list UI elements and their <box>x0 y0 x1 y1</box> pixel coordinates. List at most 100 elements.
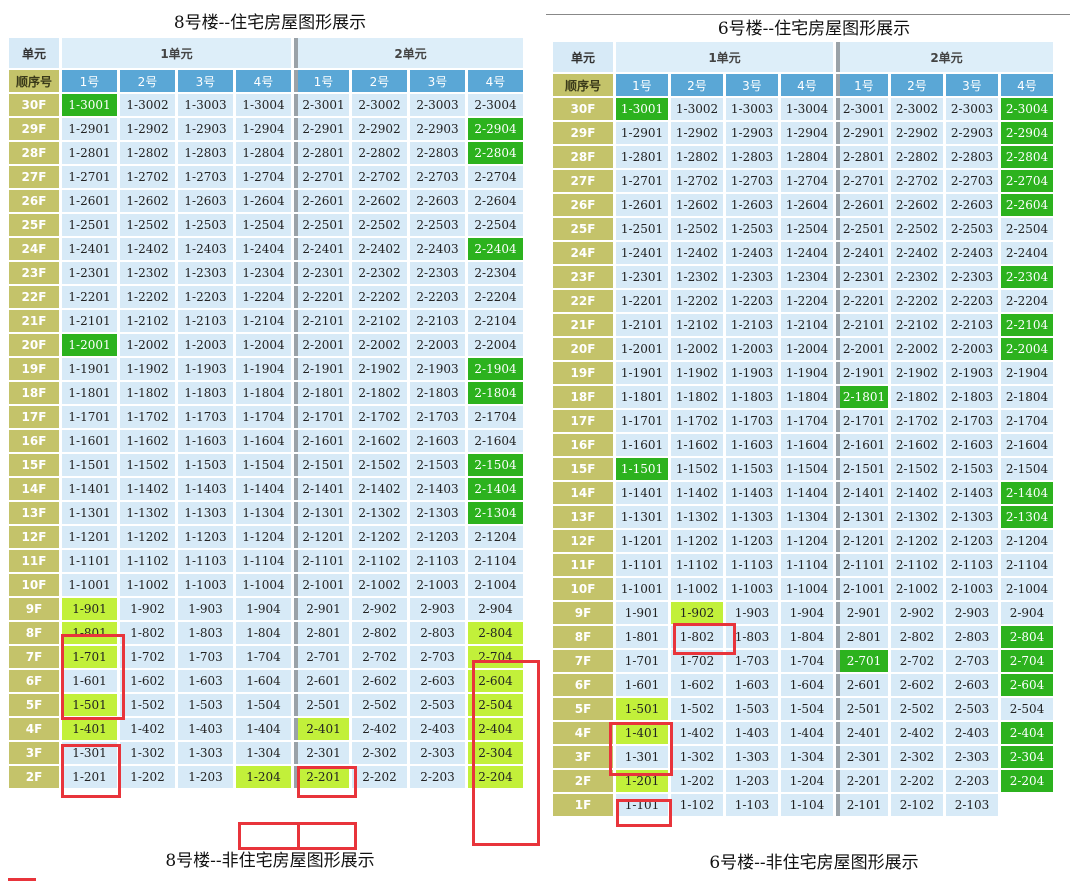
room-cell[interactable]: 2-303 <box>946 746 998 768</box>
room-cell[interactable]: 2-2501 <box>836 218 888 240</box>
room-cell[interactable]: 1-1803 <box>178 382 233 404</box>
room-cell[interactable]: 2-1701 <box>836 410 888 432</box>
room-cell[interactable]: 1-1302 <box>120 502 175 524</box>
room-cell[interactable]: 1-1901 <box>616 362 668 384</box>
room-cell[interactable]: 1-601 <box>616 674 668 696</box>
room-cell[interactable]: 2-1502 <box>352 454 407 476</box>
room-cell[interactable]: 2-1601 <box>294 430 349 452</box>
room-cell[interactable]: 2-1503 <box>946 458 998 480</box>
room-cell[interactable]: 1-2802 <box>120 142 175 164</box>
room-cell[interactable]: 1-2401 <box>62 238 117 260</box>
room-cell[interactable]: 2-2404 <box>468 238 523 260</box>
room-cell[interactable]: 1-203 <box>178 766 233 788</box>
room-cell[interactable]: 2-1402 <box>352 478 407 500</box>
room-cell[interactable]: 1-2003 <box>178 334 233 356</box>
room-cell[interactable]: 1-1404 <box>781 482 833 504</box>
room-cell[interactable]: 1-304 <box>781 746 833 768</box>
room-cell[interactable]: 1-1301 <box>62 502 117 524</box>
room-cell[interactable]: 1-2801 <box>62 142 117 164</box>
room-cell[interactable]: 2-1404 <box>468 478 523 500</box>
room-cell[interactable]: 1-2802 <box>671 146 723 168</box>
room-cell[interactable]: 2-1804 <box>1001 386 1053 408</box>
room-cell[interactable]: 1-1602 <box>120 430 175 452</box>
room-cell[interactable]: 2-1204 <box>468 526 523 548</box>
room-cell[interactable]: 1-1102 <box>120 550 175 572</box>
room-cell[interactable]: 1-1904 <box>781 362 833 384</box>
room-cell[interactable]: 1-1801 <box>616 386 668 408</box>
room-cell[interactable]: 1-804 <box>236 622 291 644</box>
room-cell[interactable]: 1-1502 <box>671 458 723 480</box>
room-cell[interactable]: 1-2301 <box>616 266 668 288</box>
room-cell[interactable]: 2-204 <box>468 766 523 788</box>
room-cell[interactable]: 2-2101 <box>294 310 349 332</box>
room-cell[interactable]: 2-2802 <box>352 142 407 164</box>
room-cell[interactable]: 1-2302 <box>671 266 723 288</box>
room-cell[interactable]: 2-901 <box>294 598 349 620</box>
room-cell[interactable]: 2-101 <box>836 794 888 816</box>
room-cell[interactable]: 2-103 <box>946 794 998 816</box>
room-cell[interactable]: 1-2001 <box>62 334 117 356</box>
room-cell[interactable]: 1-1202 <box>671 530 723 552</box>
room-cell[interactable]: 1-902 <box>671 602 723 624</box>
room-cell[interactable]: 1-1504 <box>781 458 833 480</box>
room-cell[interactable]: 1-2004 <box>236 334 291 356</box>
room-cell[interactable]: 1-2203 <box>178 286 233 308</box>
room-cell[interactable]: 2-703 <box>946 650 998 672</box>
room-cell[interactable]: 1-302 <box>671 746 723 768</box>
room-cell[interactable]: 2-1104 <box>468 550 523 572</box>
room-cell[interactable]: 1-701 <box>616 650 668 672</box>
room-cell[interactable]: 2-1103 <box>946 554 998 576</box>
room-cell[interactable]: 2-801 <box>294 622 349 644</box>
room-cell[interactable]: 1-2904 <box>236 118 291 140</box>
room-cell[interactable]: 2-2002 <box>891 338 943 360</box>
room-cell[interactable]: 2-1801 <box>294 382 349 404</box>
room-cell[interactable]: 1-1502 <box>120 454 175 476</box>
room-cell[interactable]: 2-1201 <box>836 530 888 552</box>
room-cell[interactable]: 2-2604 <box>468 190 523 212</box>
room-cell[interactable]: 1-904 <box>781 602 833 624</box>
room-cell[interactable]: 1-703 <box>726 650 778 672</box>
room-cell[interactable]: 1-2103 <box>178 310 233 332</box>
room-cell[interactable]: 2-203 <box>946 770 998 792</box>
room-cell[interactable]: 2-2504 <box>1001 218 1053 240</box>
room-cell[interactable]: 1-803 <box>726 626 778 648</box>
room-cell[interactable]: 1-1001 <box>62 574 117 596</box>
room-cell[interactable]: 1-3001 <box>62 94 117 116</box>
room-cell[interactable]: 2-3004 <box>468 94 523 116</box>
room-cell[interactable]: 2-402 <box>352 718 407 740</box>
room-cell[interactable]: 1-1002 <box>120 574 175 596</box>
room-cell[interactable]: 2-302 <box>352 742 407 764</box>
room-cell[interactable]: 1-1404 <box>236 478 291 500</box>
room-cell[interactable]: 1-604 <box>781 674 833 696</box>
room-cell[interactable]: 2-201 <box>294 766 349 788</box>
room-cell[interactable]: 2-1001 <box>836 578 888 600</box>
room-cell[interactable]: 2-2103 <box>410 310 465 332</box>
room-cell[interactable]: 1-1103 <box>726 554 778 576</box>
room-cell[interactable]: 1-2204 <box>236 286 291 308</box>
room-cell[interactable]: 1-401 <box>62 718 117 740</box>
room-cell[interactable]: 2-1302 <box>352 502 407 524</box>
room-cell[interactable]: 2-202 <box>891 770 943 792</box>
room-cell[interactable]: 1-2803 <box>178 142 233 164</box>
room-cell[interactable]: 1-2404 <box>781 242 833 264</box>
room-cell[interactable]: 1-1002 <box>671 578 723 600</box>
room-cell[interactable]: 1-1601 <box>62 430 117 452</box>
room-cell[interactable]: 1-2501 <box>616 218 668 240</box>
room-cell[interactable]: 1-1303 <box>726 506 778 528</box>
room-cell[interactable]: 1-1303 <box>178 502 233 524</box>
room-cell[interactable]: 1-903 <box>178 598 233 620</box>
room-cell[interactable]: 1-704 <box>781 650 833 672</box>
room-cell[interactable]: 1-1802 <box>120 382 175 404</box>
room-cell[interactable]: 2-1903 <box>946 362 998 384</box>
room-cell[interactable]: 1-1003 <box>178 574 233 596</box>
room-cell[interactable]: 2-2503 <box>410 214 465 236</box>
room-cell[interactable]: 2-1602 <box>891 434 943 456</box>
room-cell[interactable]: 2-604 <box>1001 674 1053 696</box>
room-cell[interactable]: 1-2101 <box>616 314 668 336</box>
room-cell[interactable]: 2-3003 <box>410 94 465 116</box>
room-cell[interactable]: 1-1704 <box>781 410 833 432</box>
room-cell[interactable]: 1-1203 <box>178 526 233 548</box>
room-cell[interactable]: 2-3002 <box>352 94 407 116</box>
room-cell[interactable]: 1-1704 <box>236 406 291 428</box>
room-cell[interactable]: 2-2302 <box>352 262 407 284</box>
